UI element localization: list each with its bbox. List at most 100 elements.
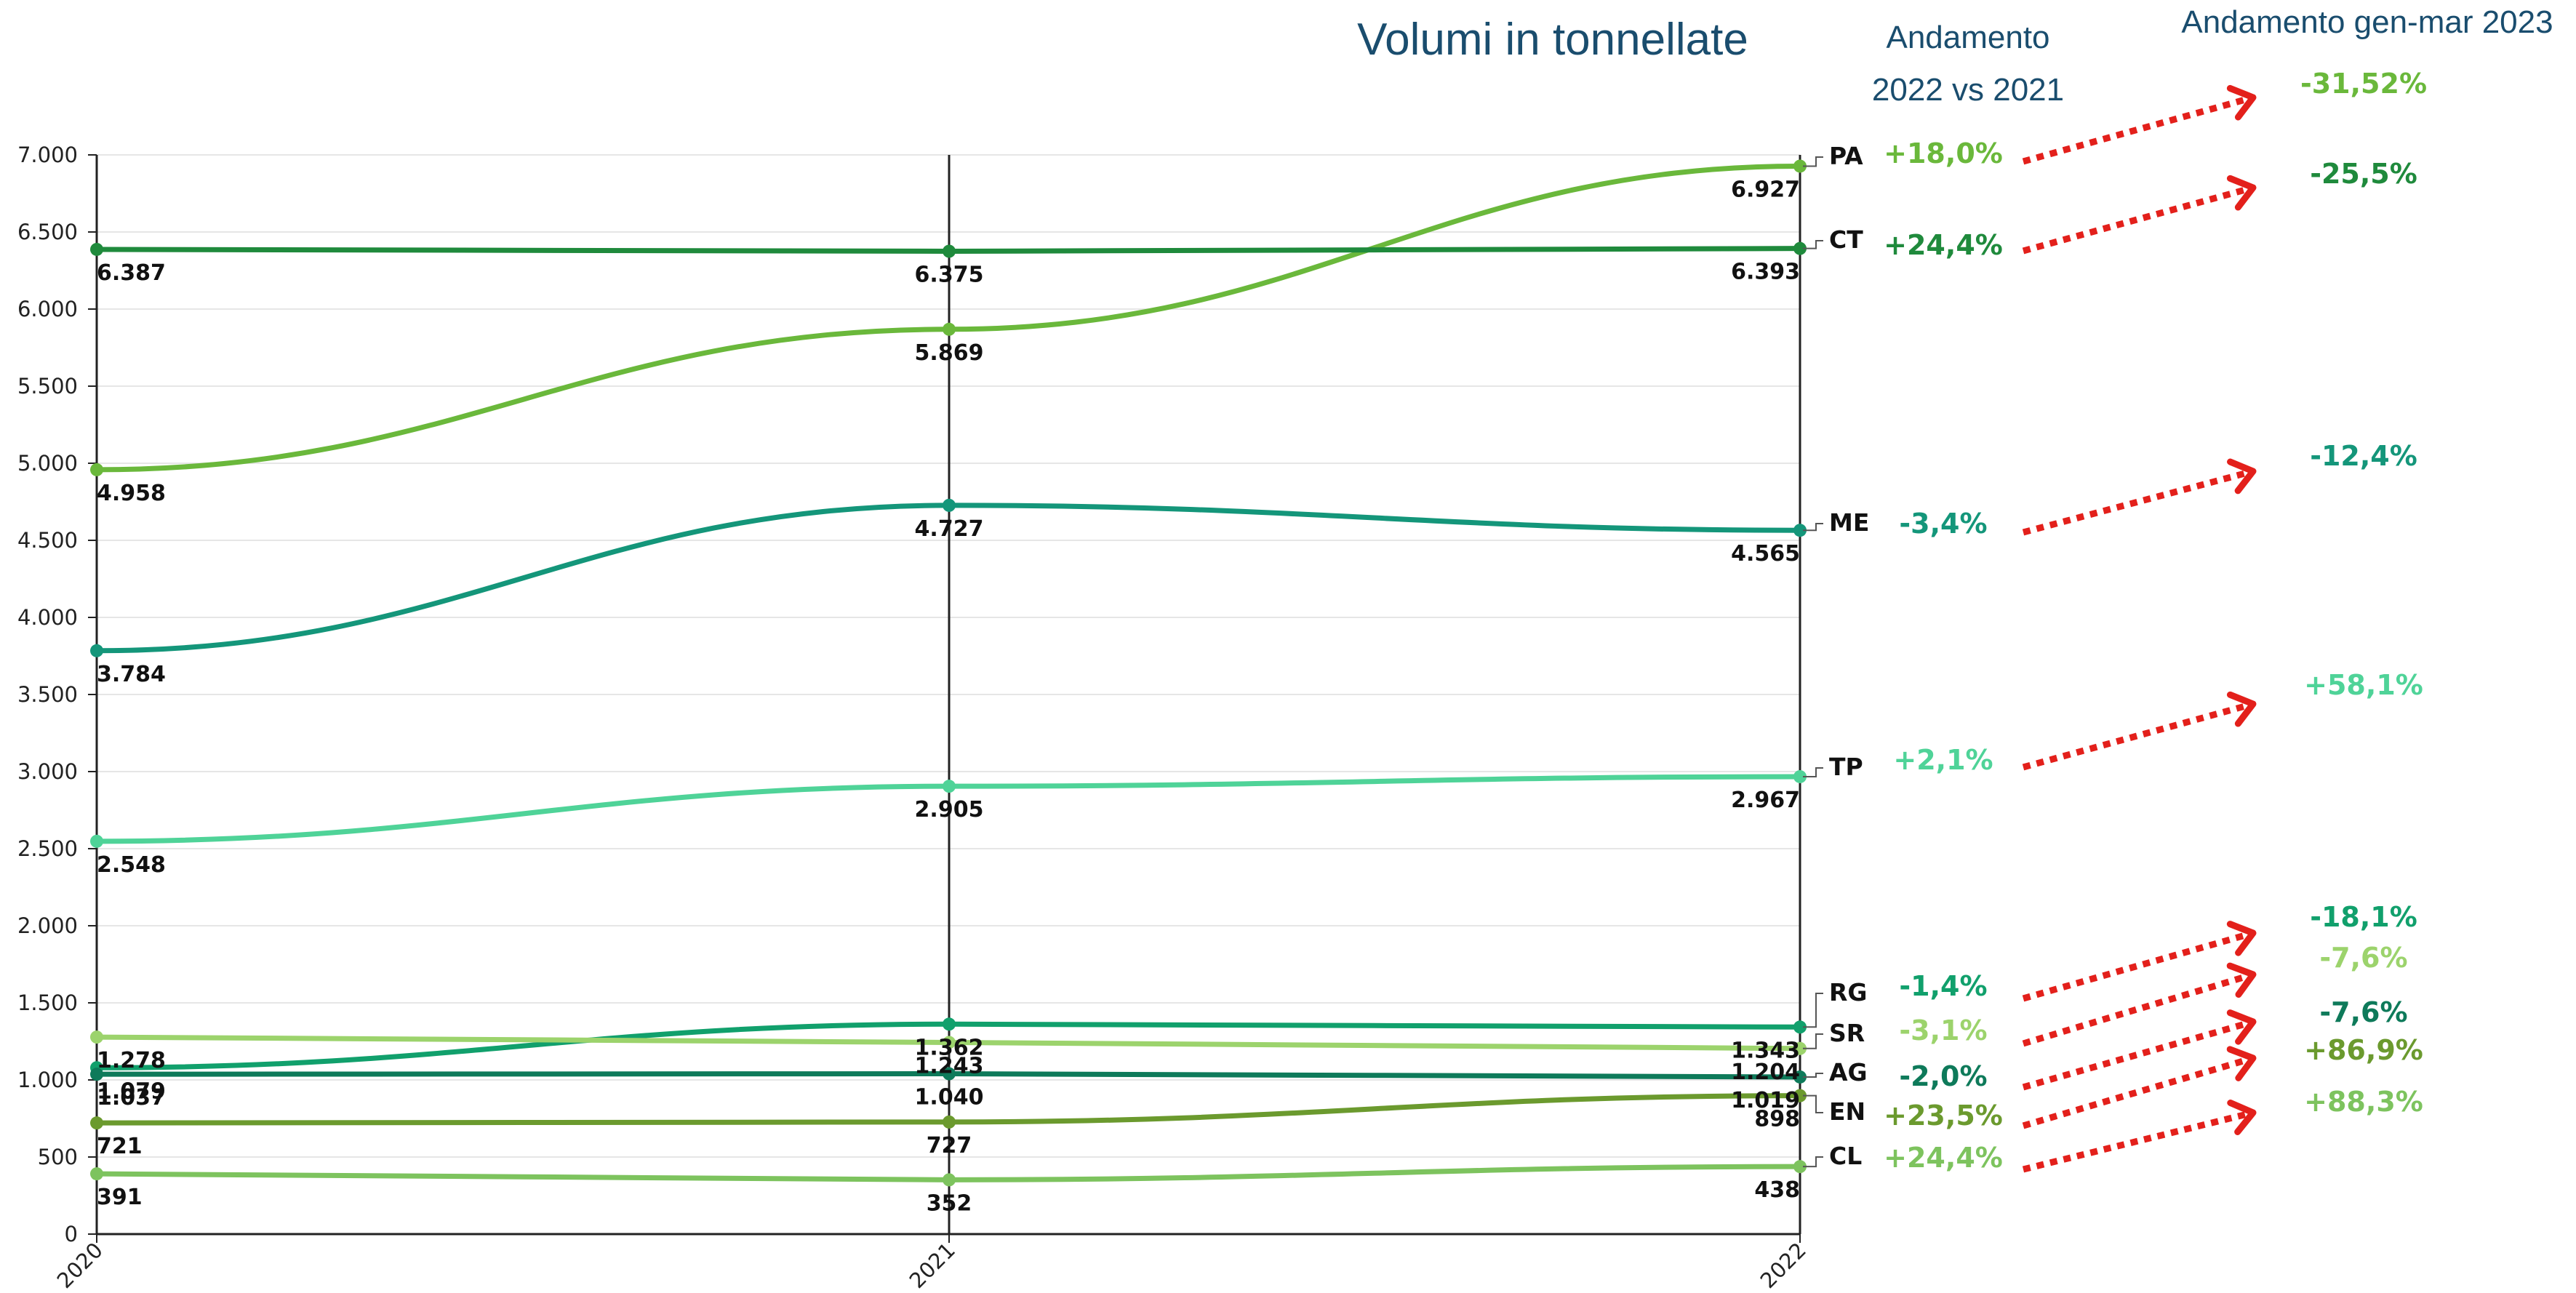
y-tick-label: 6.500 — [17, 220, 78, 244]
data-label: 4.958 — [97, 481, 166, 506]
arrow-head-icon — [2227, 1100, 2257, 1135]
arrow-head-icon — [2227, 458, 2257, 495]
arrow-head-icon — [2226, 1046, 2257, 1081]
series-code-ag: AG — [1829, 1058, 1868, 1086]
change-q1-2023: +58,1% — [2304, 669, 2423, 701]
data-point-pa — [1793, 159, 1807, 173]
data-point-tp — [1793, 769, 1807, 783]
leader-line — [1803, 523, 1823, 532]
data-label: 391 — [97, 1185, 143, 1210]
data-point-ag — [1793, 1070, 1807, 1084]
q1-trend-header: Andamento gen-mar 2023 — [2181, 4, 2553, 40]
y-tick-label: 3.500 — [17, 682, 78, 707]
change-q1-2023: -31,52% — [2300, 68, 2427, 100]
change-2022-vs-2021: +24,4% — [1884, 1142, 2003, 1174]
series-code-pa: PA — [1829, 142, 1863, 170]
arrow-head-icon — [2226, 175, 2257, 211]
data-label: 1.243 — [915, 1053, 984, 1078]
chart-title: Volumi in tonnellate — [1357, 15, 1748, 65]
series-code-me: ME — [1829, 508, 1869, 537]
leader-line — [1803, 240, 1823, 249]
leader-line — [1803, 767, 1823, 777]
data-point-ct — [943, 244, 956, 258]
y-tick-label: 3.000 — [17, 759, 78, 784]
change-2022-vs-2021: +24,4% — [1884, 229, 2003, 261]
data-label: 1.040 — [915, 1085, 984, 1110]
trend-arrow — [2022, 971, 2255, 1047]
leader-line — [1803, 1156, 1823, 1168]
data-point-ct — [1793, 241, 1807, 255]
arrow-head-icon — [2226, 691, 2257, 727]
data-point-ct — [90, 242, 103, 256]
trend-arrow — [2022, 1054, 2255, 1129]
data-label: 2.548 — [97, 852, 166, 878]
series-code-cl: CL — [1829, 1142, 1862, 1170]
y-tick-label: 1.500 — [17, 990, 78, 1015]
change-2022-vs-2021: -3,1% — [1899, 1014, 1987, 1046]
data-point-cl — [943, 1173, 956, 1187]
leader-line — [1803, 1094, 1823, 1113]
series-code-tp: TP — [1829, 753, 1863, 781]
data-point-rg — [1793, 1020, 1807, 1034]
data-label: 2.967 — [1731, 788, 1800, 813]
data-point-tp — [90, 834, 103, 848]
series-code-en: EN — [1829, 1097, 1865, 1126]
data-label: 1.278 — [97, 1048, 166, 1073]
y-tick-label: 500 — [38, 1145, 78, 1169]
x-tick-label: 2020 — [52, 1238, 108, 1293]
y-tick-label: 6.000 — [17, 297, 78, 321]
data-point-en — [1793, 1089, 1807, 1102]
y-tick-label: 7.000 — [17, 143, 78, 167]
data-label: 6.375 — [915, 263, 984, 288]
data-point-sr — [943, 1036, 956, 1049]
trend-header-line2: 2022 vs 2021 — [1872, 72, 2064, 108]
change-2022-vs-2021: -2,0% — [1899, 1060, 1987, 1092]
trend-arrow — [2022, 468, 2255, 536]
data-label: 6.393 — [1731, 260, 1800, 285]
data-label: 6.387 — [97, 260, 166, 286]
change-q1-2023: -7,6% — [2319, 942, 2407, 974]
y-tick-label: 4.500 — [17, 528, 78, 553]
arrow-head-icon — [2226, 1009, 2257, 1045]
leader-line — [1803, 156, 1823, 167]
leader-line — [1803, 993, 1823, 1028]
y-tick-label: 5.500 — [17, 374, 78, 399]
data-point-pa — [943, 322, 956, 336]
change-2022-vs-2021: +23,5% — [1884, 1100, 2003, 1132]
change-2022-vs-2021: +18,0% — [1884, 137, 2003, 169]
data-label: 1.037 — [97, 1085, 166, 1110]
change-q1-2023: -25,5% — [2310, 158, 2417, 190]
data-point-rg — [943, 1017, 956, 1031]
data-point-sr — [1793, 1041, 1807, 1055]
change-q1-2023: -12,4% — [2310, 440, 2417, 472]
series-code-ct: CT — [1829, 225, 1863, 254]
data-point-ag — [90, 1068, 103, 1081]
trend-arrow — [2022, 1018, 2255, 1091]
y-tick-label: 2.000 — [17, 913, 78, 938]
data-label: 898 — [1754, 1107, 1800, 1132]
series-code-rg: RG — [1829, 978, 1868, 1006]
y-tick-label: 0 — [65, 1222, 78, 1246]
data-label: 1.362 — [915, 1035, 984, 1060]
data-label: 1.204 — [1731, 1060, 1800, 1085]
series-code-sr: SR — [1829, 1019, 1865, 1047]
arrow-head-icon — [2226, 84, 2257, 121]
data-point-me — [1793, 524, 1807, 537]
data-label: 721 — [97, 1134, 143, 1159]
data-point-en — [943, 1115, 956, 1129]
data-point-en — [90, 1116, 103, 1130]
data-label: 727 — [927, 1133, 972, 1158]
change-q1-2023: -18,1% — [2310, 901, 2417, 933]
data-label: 352 — [927, 1190, 972, 1216]
change-q1-2023: +86,9% — [2304, 1034, 2423, 1066]
change-q1-2023: +88,3% — [2304, 1086, 2423, 1118]
leader-line — [1803, 1073, 1823, 1078]
data-point-cl — [1793, 1160, 1807, 1174]
data-point-ag — [943, 1067, 956, 1081]
arrow-head-icon — [2226, 962, 2257, 998]
arrow-head-icon — [2226, 921, 2257, 956]
change-2022-vs-2021: +2,1% — [1893, 744, 1993, 776]
data-point-sr — [90, 1030, 103, 1044]
